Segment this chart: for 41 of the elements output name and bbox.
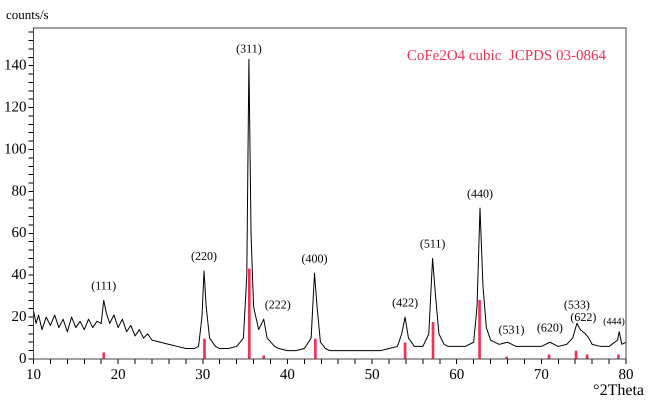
bar [548, 354, 550, 359]
y-axis-title: counts/s [6, 6, 49, 22]
x-tick-label: 50 [364, 366, 380, 383]
annotation: (311) [236, 42, 262, 56]
x-tick-label: 30 [195, 366, 210, 383]
bar [248, 268, 251, 359]
annotation: (533) [564, 298, 590, 312]
x-tick-label: 60 [449, 366, 464, 383]
y-tick-label: 20 [12, 309, 26, 326]
y-tick-label: 120 [4, 100, 26, 116]
annotation: (220) [191, 249, 218, 264]
bar [203, 338, 206, 359]
text: CoFe2O4 cubic JCPDS 03-0864 [406, 48, 606, 64]
x-tick-label: 10 [26, 366, 41, 383]
bar [432, 322, 434, 359]
bar [586, 354, 588, 359]
annotation: (444) [603, 316, 625, 328]
annotation: (422) [392, 295, 418, 310]
annotation: (531) [498, 322, 524, 336]
y-tick-label: 80 [12, 183, 26, 200]
annotation: (222) [264, 297, 291, 312]
x-tick-label: 80 [618, 366, 634, 383]
annotation: (511) [420, 236, 446, 251]
y-tick-label: 140 [4, 58, 26, 74]
y-tick-label: 100 [4, 141, 26, 158]
annotation: (440) [466, 186, 493, 200]
annotation: (400) [302, 251, 328, 266]
x-tick-label: 40 [280, 366, 295, 383]
x-tick-label: 70 [534, 366, 549, 383]
bar [314, 338, 317, 359]
bar [574, 350, 578, 359]
y-tick-label: 0 [19, 350, 26, 367]
x-tick-label: 20 [110, 366, 126, 383]
y-tick-label: 40 [12, 267, 26, 284]
annotation: (622) [570, 310, 596, 324]
y-tick-label: 60 [12, 225, 26, 242]
bar [478, 300, 481, 359]
bar [404, 342, 406, 359]
x-axis-title: °2Theta [593, 382, 644, 400]
annotation: (620) [536, 320, 563, 334]
annotation: (111) [91, 278, 116, 292]
